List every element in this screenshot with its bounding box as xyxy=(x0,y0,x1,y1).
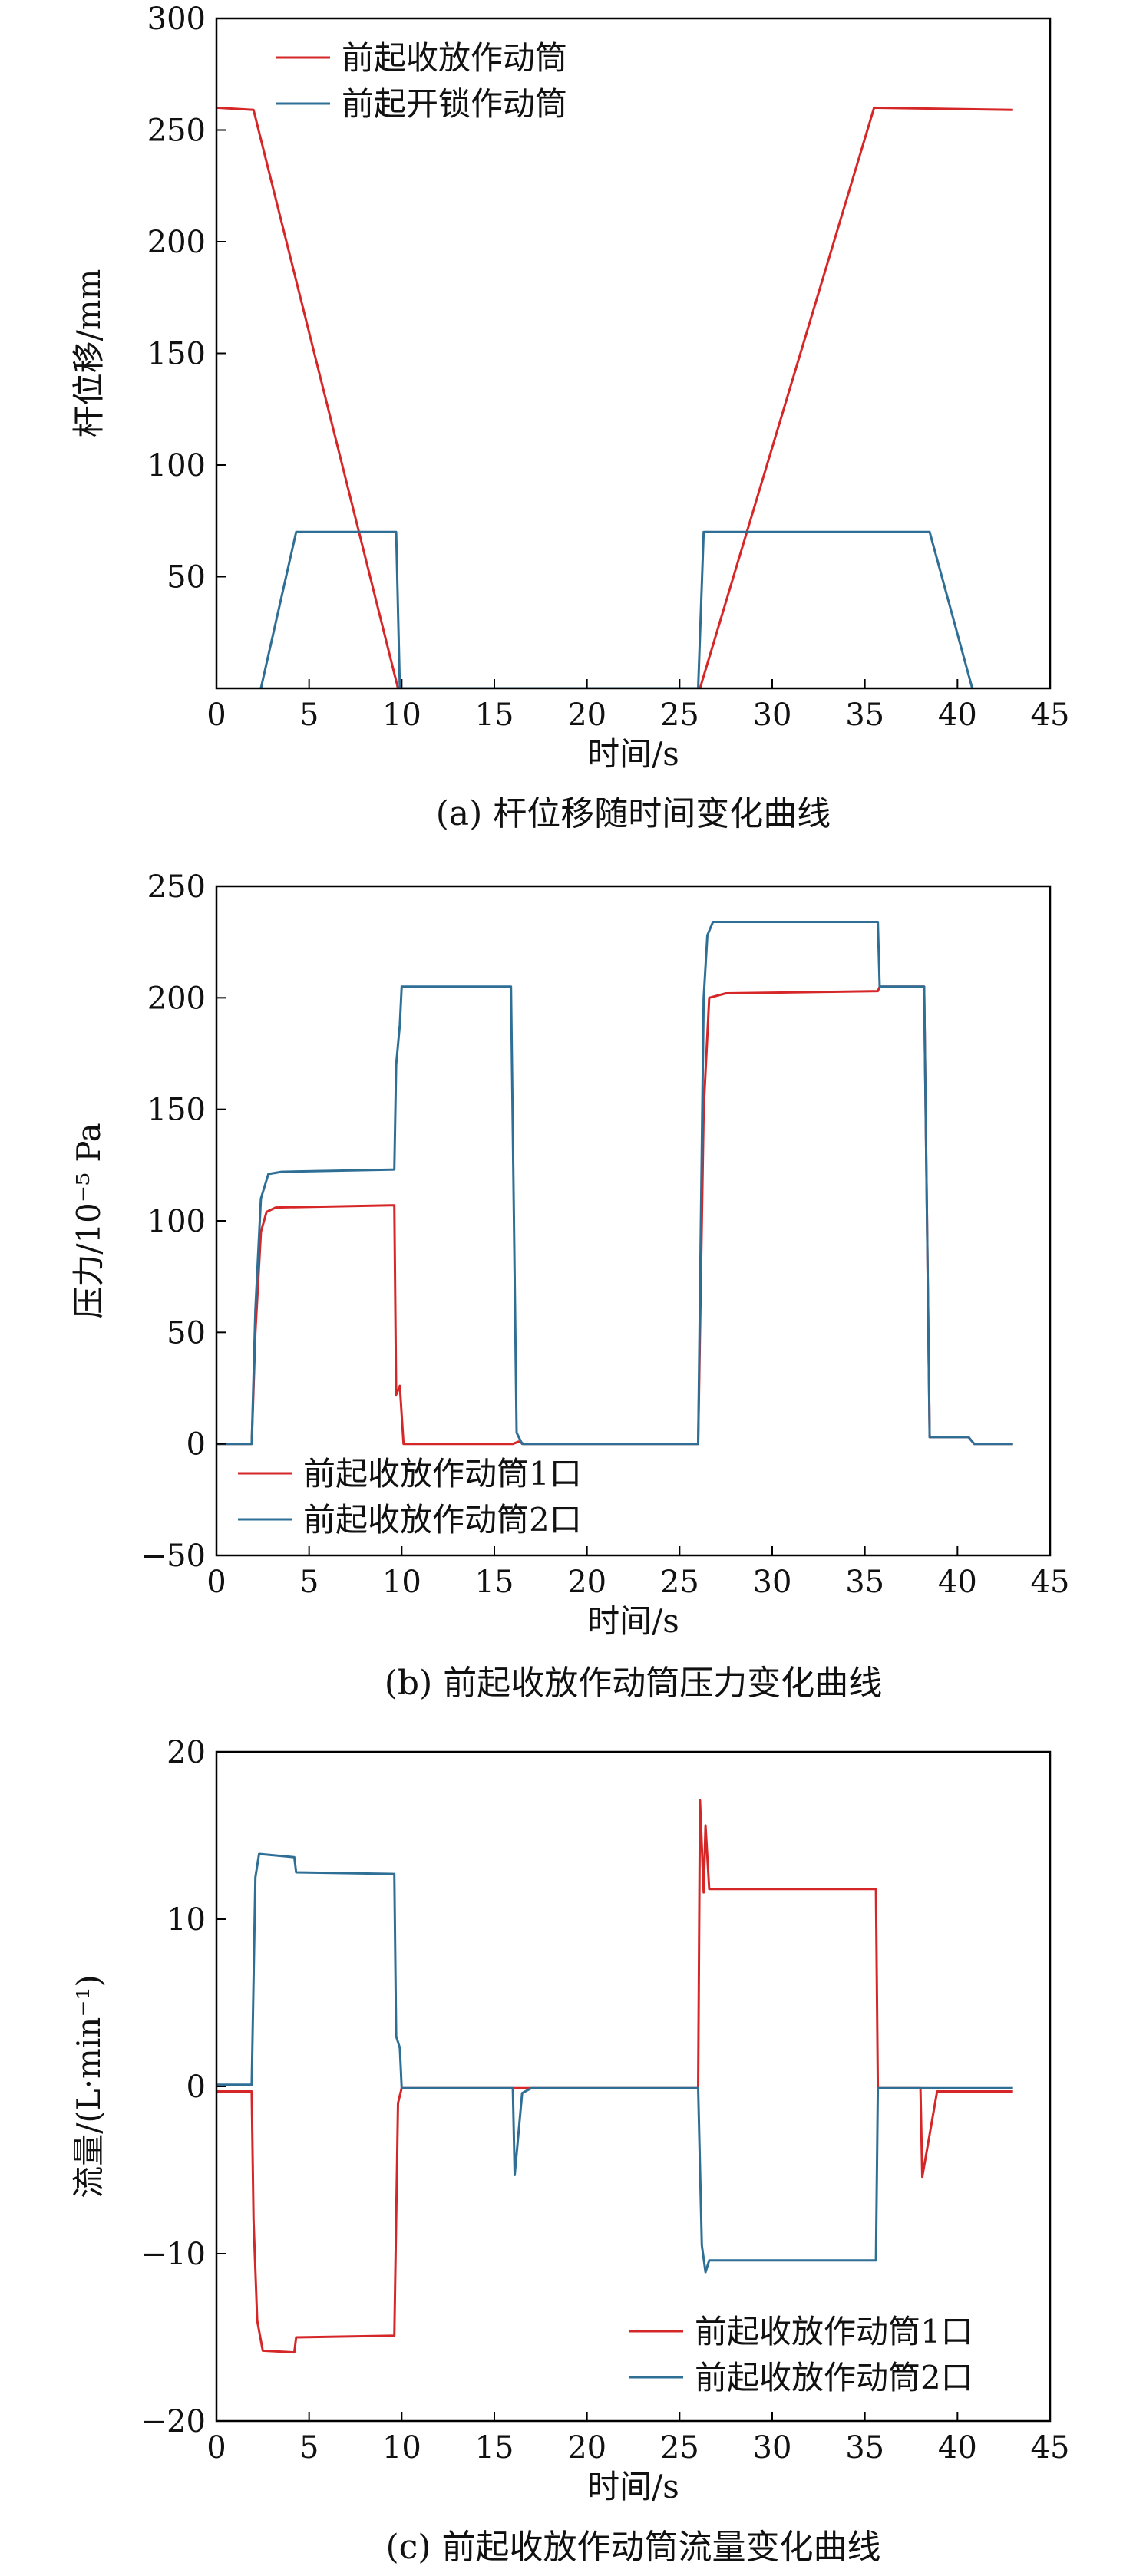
y-axis-label: 流量/(L·min⁻¹) xyxy=(70,1974,107,2198)
x-tick-label: 40 xyxy=(938,2430,977,2466)
x-tick-label: 5 xyxy=(299,698,319,733)
x-tick-label: 25 xyxy=(660,2430,699,2466)
y-axis-label: 杆位移/mm xyxy=(70,269,107,438)
x-tick-label: 30 xyxy=(753,1565,792,1600)
legend-label-1: 前起收放作动筒1口 xyxy=(695,2313,973,2350)
legend-label-2: 前起收放作动筒2口 xyxy=(303,1501,582,1539)
x-tick-label: 20 xyxy=(567,2430,606,2466)
x-tick-label: 10 xyxy=(382,2430,421,2466)
x-axis-label: 时间/s xyxy=(587,1602,679,1640)
x-tick-label: 45 xyxy=(1031,1565,1070,1600)
x-tick-label: 5 xyxy=(299,1565,319,1600)
series-line-2 xyxy=(216,921,1013,1446)
x-tick-label: 0 xyxy=(206,698,226,733)
y-tick-label: 250 xyxy=(147,114,206,149)
x-tick-label: 0 xyxy=(206,2430,226,2466)
x-axis-label: 时间/s xyxy=(587,735,679,773)
x-tick-label: 25 xyxy=(660,698,699,733)
x-tick-label: 35 xyxy=(845,698,884,733)
x-tick-label: 0 xyxy=(206,1565,226,1600)
legend-label-1: 前起收放作动筒1口 xyxy=(303,1455,582,1492)
y-tick-label: −20 xyxy=(141,2404,206,2439)
x-tick-label: 10 xyxy=(382,698,421,733)
x-tick-label: 15 xyxy=(475,698,514,733)
series-line-1 xyxy=(216,106,1013,688)
y-axis-label: 压力/10⁻⁵ Pa xyxy=(70,1123,107,1318)
x-tick-label: 45 xyxy=(1031,698,1070,733)
chart-b-pressure: 0 5 10 15 20 25 30 35 40 45−50050100150200250时间/s… xyxy=(70,869,1069,1703)
y-tick-label: 0 xyxy=(187,1427,206,1463)
x-axis-label: 时间/s xyxy=(587,2468,679,2505)
x-tick-label: 20 xyxy=(567,698,606,733)
series-line-2 xyxy=(259,530,974,688)
chart-c-flow: 0 5 10 15 20 25 30 35 40 45−20−1001020时间/s流量/(L·m… xyxy=(70,1735,1069,2567)
x-tick-label: 30 xyxy=(753,2430,792,2466)
y-tick-label: 250 xyxy=(147,869,206,905)
y-tick-label: 150 xyxy=(147,337,206,372)
legend-label-1: 前起收放作动筒 xyxy=(342,39,567,77)
chart-caption: (a) 杆位移随时间变化曲线 xyxy=(436,794,831,833)
chart-a-displacement: 0 5 10 15 20 25 30 35 40 45 50 100 150 200 250 300 时间/s 杆… xyxy=(70,2,1069,833)
x-tick-label: 15 xyxy=(475,2430,514,2466)
x-tick-label: 45 xyxy=(1031,2430,1070,2466)
y-tick-label: 200 xyxy=(147,981,206,1016)
series-line-2 xyxy=(216,1852,1013,2274)
y-tick-label: 50 xyxy=(167,1315,206,1351)
x-tick-label: 20 xyxy=(567,1565,606,1600)
chart-caption: (c) 前起收放作动筒流量变化曲线 xyxy=(386,2528,881,2567)
legend-label-2: 前起收放作动筒2口 xyxy=(695,2359,973,2396)
y-tick-label: 0 xyxy=(187,2070,206,2105)
x-tick-label: 30 xyxy=(753,698,792,733)
x-tick-label: 40 xyxy=(938,1565,977,1600)
y-tick-label: 50 xyxy=(167,560,206,595)
y-tick-label: −10 xyxy=(141,2237,206,2272)
x-tick-label: 25 xyxy=(660,1565,699,1600)
x-tick-label: 15 xyxy=(475,1565,514,1600)
y-tick-label: −50 xyxy=(141,1539,206,1574)
y-tick-label: 100 xyxy=(147,1204,206,1239)
x-tick-label: 35 xyxy=(845,2430,884,2466)
x-tick-label: 35 xyxy=(845,1565,884,1600)
x-tick-label: 10 xyxy=(382,1565,421,1600)
x-tick-label: 40 xyxy=(938,698,977,733)
y-tick-label: 200 xyxy=(147,225,206,260)
y-tick-label: 150 xyxy=(147,1093,206,1128)
y-tick-label: 300 xyxy=(147,2,206,37)
x-tick-label: 5 xyxy=(299,2430,319,2466)
y-tick-label: 10 xyxy=(167,1902,206,1938)
y-tick-label: 20 xyxy=(167,1735,206,1770)
chart-caption: (b) 前起收放作动筒压力变化曲线 xyxy=(385,1664,882,1703)
legend-label-2: 前起开锁作动筒 xyxy=(342,85,567,123)
y-tick-label: 100 xyxy=(147,448,206,483)
